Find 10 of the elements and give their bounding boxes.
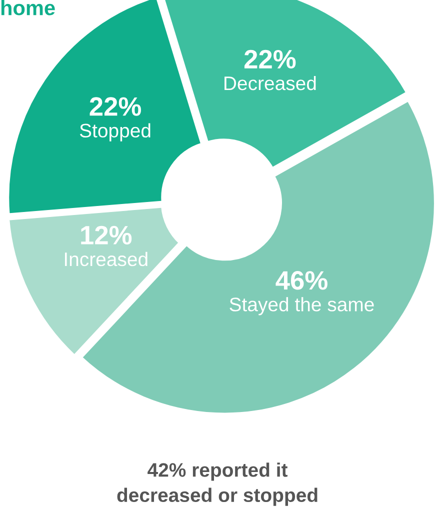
slice-label: Decreased (224, 76, 316, 90)
data-label: 22% (244, 50, 296, 69)
data-label: 12% (81, 226, 132, 244)
data-label: 46% (276, 271, 328, 290)
slice-label: Stopped (80, 123, 150, 142)
slice-label: Increased (64, 252, 148, 266)
chart-title: home (1, 0, 55, 16)
slice-label: Stayed the same (230, 297, 374, 316)
text: 42% reported it decreased or stopped (117, 462, 318, 506)
data-label: 22% (90, 97, 141, 116)
